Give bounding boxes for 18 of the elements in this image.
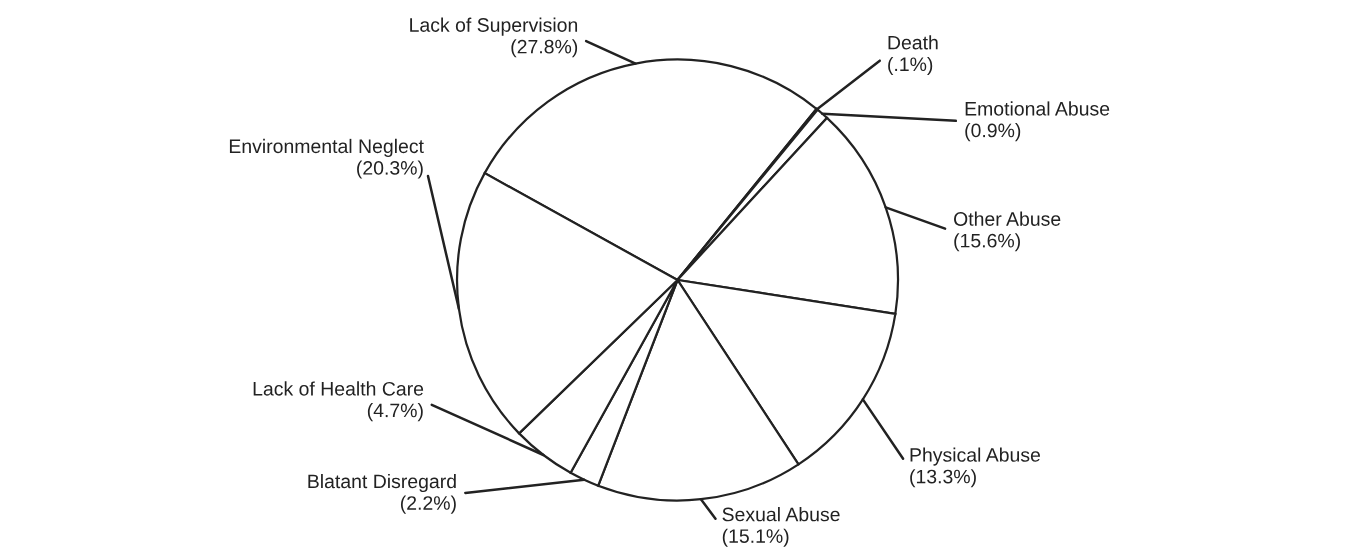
data-label: (27.8%) [511,39,578,58]
data-label: (.1%) [888,56,933,75]
slice-label: Other Abuse [954,211,1061,226]
slice-label: Death [888,35,938,50]
slice-label: Lack of Supervision [410,17,578,36]
data-label: (15.1%) [722,528,789,547]
slice-label: Emotional Abuse [965,101,1110,116]
data-label: (2.2%) [400,495,456,514]
data-label: (13.3%) [910,469,976,488]
slice-label: Physical Abuse [910,447,1040,466]
slice-label: Blatant Disregard [308,473,456,493]
data-label: (15.6%) [954,233,1020,252]
data-label: (0.9%) [965,123,1021,142]
data-label: (4.7%) [367,403,423,422]
slice-label: Environmental Neglect [229,138,424,157]
data-label: (20.3%) [357,160,423,179]
slice-label: Lack of Health Care [253,381,424,396]
slice-label: Sexual Abuse [722,507,840,522]
